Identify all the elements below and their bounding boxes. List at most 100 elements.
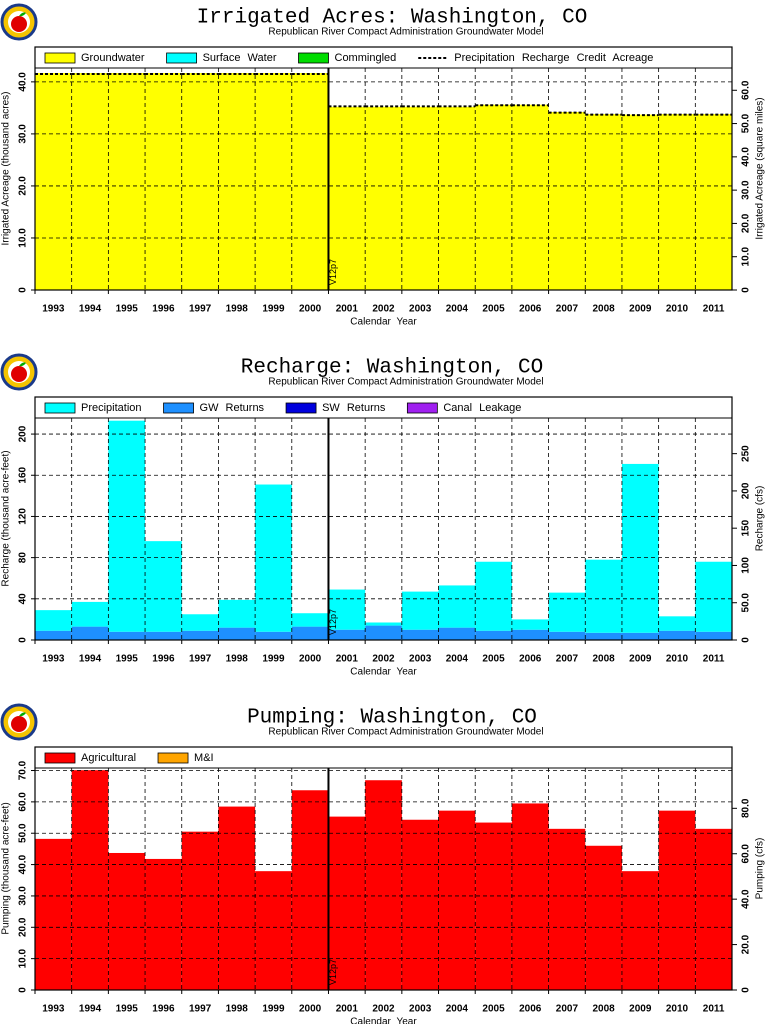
logo-leaf	[19, 712, 26, 717]
bar	[548, 112, 586, 291]
x-tick-label: 1996	[152, 304, 175, 315]
y-tick-label: 200	[18, 425, 29, 442]
legend-swatch	[44, 52, 76, 64]
y2-tick-label: 150	[741, 519, 752, 536]
bar	[621, 871, 659, 990]
x-tick-label: 2007	[556, 654, 579, 665]
bar	[475, 561, 512, 631]
annotation-text: V12p7	[328, 959, 338, 985]
bar	[255, 484, 292, 632]
bar	[145, 73, 182, 291]
legend-label: Commingled	[335, 52, 397, 64]
bar	[328, 816, 366, 990]
y2-tick-label: 0	[741, 637, 752, 643]
bar	[438, 106, 476, 290]
legend-label: Canal Leakage	[443, 402, 521, 414]
y2-axis-title: Recharge (cfs)	[755, 486, 766, 552]
bar	[511, 803, 549, 990]
bar	[401, 106, 439, 290]
bar	[585, 845, 622, 990]
x-tick-label: 2002	[372, 654, 395, 665]
y2-tick-label: 100	[741, 557, 752, 574]
x-tick-label: 2011	[703, 304, 725, 315]
bar	[658, 616, 696, 631]
legend-swatch	[166, 52, 197, 64]
y2-tick-label: 20.0	[741, 213, 752, 233]
y-tick-label: 40.0	[18, 854, 29, 874]
bar	[145, 541, 182, 632]
legend-swatch	[406, 402, 438, 414]
x-tick-label: 2002	[372, 304, 395, 315]
x-tick-label: 2005	[482, 304, 505, 315]
legend-label: Precipitation	[81, 402, 142, 414]
bar	[181, 831, 219, 990]
x-tick-label: 1995	[116, 654, 139, 665]
bar	[621, 114, 659, 291]
y-tick-label: 0	[18, 987, 29, 993]
x-tick-label: 1999	[262, 654, 285, 665]
bar	[401, 629, 439, 640]
bar	[255, 73, 292, 291]
bar	[291, 626, 329, 640]
y-tick-label: 80	[18, 552, 29, 564]
legend-swatch	[163, 402, 194, 414]
y-tick-label: 40	[18, 593, 29, 605]
legend-label: Agricultural	[81, 752, 136, 764]
legend-label: M&I	[194, 752, 214, 764]
legend-label: SW Returns	[322, 402, 386, 414]
bar	[218, 73, 256, 291]
plot-border	[34, 46, 733, 291]
x-tick-label: 2004	[446, 304, 469, 315]
bar	[438, 585, 476, 628]
bar	[658, 114, 696, 290]
chart-subtitle: Republican River Compact Administration …	[268, 727, 543, 738]
y-axis-title: Irrigated Acreage (thousand acres)	[1, 92, 12, 246]
chart-subtitle: Republican River Compact Administration …	[268, 377, 543, 388]
bar	[181, 614, 219, 631]
x-tick-label: 2003	[409, 1004, 432, 1015]
legend-label: GW Returns	[200, 402, 265, 414]
x-tick-label: 2008	[592, 304, 615, 315]
y-tick-label: 70.0	[18, 760, 29, 780]
x-tick-label: 2000	[299, 1004, 322, 1015]
logo-leaf	[19, 362, 26, 367]
y2-tick-label: 40.0	[741, 889, 752, 909]
y2-tick-label: 10.0	[741, 247, 752, 267]
x-tick-label: 1994	[79, 1004, 102, 1015]
bar	[255, 631, 292, 640]
bar	[145, 858, 182, 990]
x-tick-label: 2003	[409, 304, 432, 315]
x-tick-label: 2009	[629, 304, 652, 315]
y-tick-label: 40.0	[18, 72, 29, 92]
x-tick-label: 1993	[42, 654, 65, 665]
y2-tick-label: 20.0	[741, 934, 752, 954]
y2-tick-label: 0	[741, 287, 752, 293]
logo	[0, 3, 38, 41]
x-tick-label: 1998	[226, 1004, 249, 1015]
x-tick-label: 2007	[556, 1004, 579, 1015]
bar	[365, 625, 402, 640]
x-tick-label: 2010	[666, 304, 689, 315]
bar	[695, 114, 732, 290]
bar	[438, 810, 476, 990]
y2-axis-title: Pumping (cfs)	[755, 838, 766, 900]
plot-border	[34, 396, 733, 641]
bar	[475, 630, 512, 640]
x-tick-label: 2000	[299, 304, 322, 315]
chart-title: Pumping: Washington, CO	[247, 707, 537, 730]
bar	[108, 73, 146, 291]
legend-swatch	[44, 402, 76, 414]
y-tick-label: 30.0	[18, 886, 29, 906]
x-tick-label: 1999	[262, 1004, 285, 1015]
y-tick-label: 0	[18, 287, 29, 293]
annotation-text: V12p7	[328, 259, 338, 285]
legend-label: Precipitation Recharge Credit Acreage	[454, 52, 653, 64]
logo	[0, 703, 38, 741]
x-tick-label: 2006	[519, 1004, 542, 1015]
bar	[695, 561, 732, 632]
x-tick-label: 1996	[152, 1004, 175, 1015]
bar	[365, 106, 402, 290]
x-tick-label: 1995	[116, 304, 139, 315]
bar	[328, 589, 366, 630]
bar	[71, 73, 109, 291]
